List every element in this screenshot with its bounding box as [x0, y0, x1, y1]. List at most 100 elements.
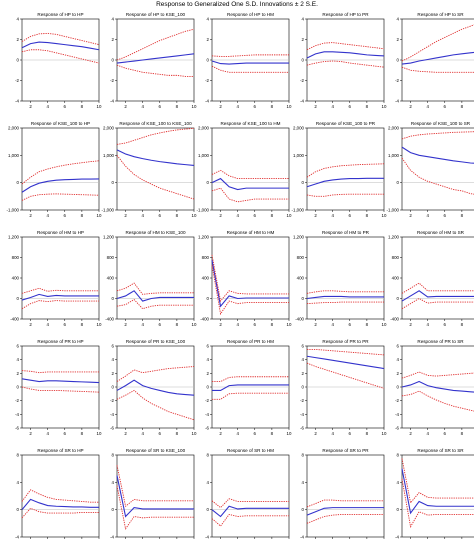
x-tick-label: 6 [444, 104, 447, 109]
x-tick-label: 6 [159, 322, 162, 327]
plot-frame [401, 127, 474, 211]
response-line [116, 379, 195, 396]
x-tick-label: 2 [29, 322, 32, 327]
x-tick-label: 4 [46, 104, 49, 109]
x-tick-label: 4 [141, 213, 144, 218]
y-tick-label: -6 [110, 426, 114, 431]
response-line [211, 177, 289, 191]
irf-panel: Response of HP to HM -4 -2 0 2 4 2 4 6 8 10 [205, 12, 292, 109]
response-line [306, 51, 385, 59]
y-tick-label: 400 [202, 276, 210, 281]
upper-band-line [21, 160, 100, 185]
y-tick-label: 0 [302, 58, 305, 63]
y-tick-label: 4 [112, 357, 115, 362]
upper-band-line [306, 290, 384, 294]
x-tick-label: 4 [331, 431, 334, 436]
lower-band-line [306, 301, 384, 305]
x-tick-label: 2 [314, 431, 317, 436]
plot-frame [306, 454, 385, 538]
irf-panel: Response of PR to HM -6 -4 -2 0 2 4 6 2 4 6 8 10 [205, 339, 292, 436]
x-tick-label: 10 [192, 213, 197, 218]
y-tick-label: -4 [395, 99, 399, 104]
y-tick-label: 2,000 [388, 126, 400, 131]
x-tick-label: 8 [81, 431, 84, 436]
x-tick-label: 4 [426, 431, 429, 436]
lower-band-line [211, 65, 289, 73]
x-tick-label: 6 [444, 322, 447, 327]
plot-frame [21, 127, 100, 211]
y-tick-label: 4 [302, 357, 305, 362]
y-tick-label: 6 [397, 344, 400, 349]
x-tick-label: 4 [46, 431, 49, 436]
panel-title: Response of PR to PR [322, 339, 369, 344]
lower-band-line [21, 49, 100, 64]
plot-frame [211, 127, 290, 211]
y-tick-label: 2 [302, 37, 305, 42]
y-tick-label: 4 [17, 480, 20, 485]
y-tick-label: 4 [112, 17, 115, 22]
y-tick-label: 0 [397, 385, 400, 390]
x-tick-label: 6 [254, 104, 257, 109]
y-tick-label: 1,200 [198, 235, 210, 240]
x-tick-label: 2 [219, 431, 222, 436]
x-tick-label: 6 [159, 213, 162, 218]
x-tick-label: 6 [254, 213, 257, 218]
response-line [401, 468, 474, 515]
x-tick-label: 8 [176, 322, 179, 327]
irf-panel: Response of PR to PR -6 -4 -2 0 2 4 6 2 4 6 8 10 [300, 339, 387, 436]
y-tick-label: 0 [302, 296, 305, 301]
y-tick-label: 0 [302, 180, 305, 185]
irf-panel: Response of KSE_100 to HP -1,000 0 1,000 2,0… [7, 121, 102, 218]
x-tick-label: 8 [366, 213, 369, 218]
irf-panel: Response of HM to HP -400 0 400 800 1,200 2 4 6 8… [8, 230, 102, 327]
figure-title: Response to Generalized One S.D. Innovat… [156, 1, 318, 8]
irf-panel: Response of HM to KSE_100 -400 0 400 800 1,20… [103, 230, 197, 327]
x-tick-label: 6 [64, 322, 67, 327]
irf-panel: Response of KSE_100 to SR -1,000 0 1,000 2,0… [387, 121, 474, 218]
response-line [21, 41, 100, 51]
plot-frame [306, 236, 385, 320]
upper-band-line [211, 54, 289, 57]
x-tick-label: 8 [461, 322, 464, 327]
upper-band-line [306, 499, 384, 508]
y-tick-label: 6 [207, 344, 210, 349]
upper-band-line [211, 498, 289, 509]
y-tick-label: 800 [107, 255, 115, 260]
panel-title: Response of HM to HP [37, 230, 84, 235]
y-tick-label: 1,200 [293, 235, 305, 240]
x-tick-label: 2 [219, 213, 222, 218]
lower-band-line [306, 60, 385, 68]
y-tick-label: 1,000 [388, 153, 400, 158]
upper-band-line [401, 282, 474, 294]
upper-band-line [116, 366, 195, 382]
y-tick-label: 4 [302, 480, 305, 485]
irf-panel: Response of HP to PR -4 -2 0 2 4 2 4 6 8 10 [300, 12, 387, 109]
lower-band-line [116, 389, 195, 421]
panel-title: Response of SR to PR [322, 448, 369, 453]
y-tick-label: 8 [207, 453, 210, 458]
lower-band-line [21, 507, 99, 519]
x-tick-label: 6 [64, 431, 67, 436]
y-tick-label: -4 [300, 535, 304, 540]
x-tick-label: 8 [461, 104, 464, 109]
plot-frame [401, 236, 474, 320]
x-tick-label: 2 [409, 104, 412, 109]
upper-band-line [116, 28, 195, 61]
y-tick-label: 6 [17, 344, 20, 349]
y-tick-label: 8 [17, 453, 20, 458]
upper-band-line [116, 282, 194, 295]
y-tick-label: -6 [15, 426, 19, 431]
x-tick-label: 8 [81, 104, 84, 109]
x-tick-label: 6 [349, 104, 352, 109]
y-tick-label: -4 [395, 412, 399, 417]
x-tick-label: 4 [141, 322, 144, 327]
y-tick-label: 800 [392, 255, 400, 260]
y-tick-label: -4 [205, 535, 209, 540]
y-tick-label: 0 [302, 507, 305, 512]
x-tick-label: 6 [349, 213, 352, 218]
irf-panel: Response of SR to SR-4048246810 [395, 448, 474, 540]
y-tick-label: 0 [302, 385, 305, 390]
y-tick-label: 0 [112, 58, 115, 63]
irf-panel: Response of HP to KSE_100 -4 -2 0 2 4 2 4 6 8 10 [110, 12, 197, 109]
